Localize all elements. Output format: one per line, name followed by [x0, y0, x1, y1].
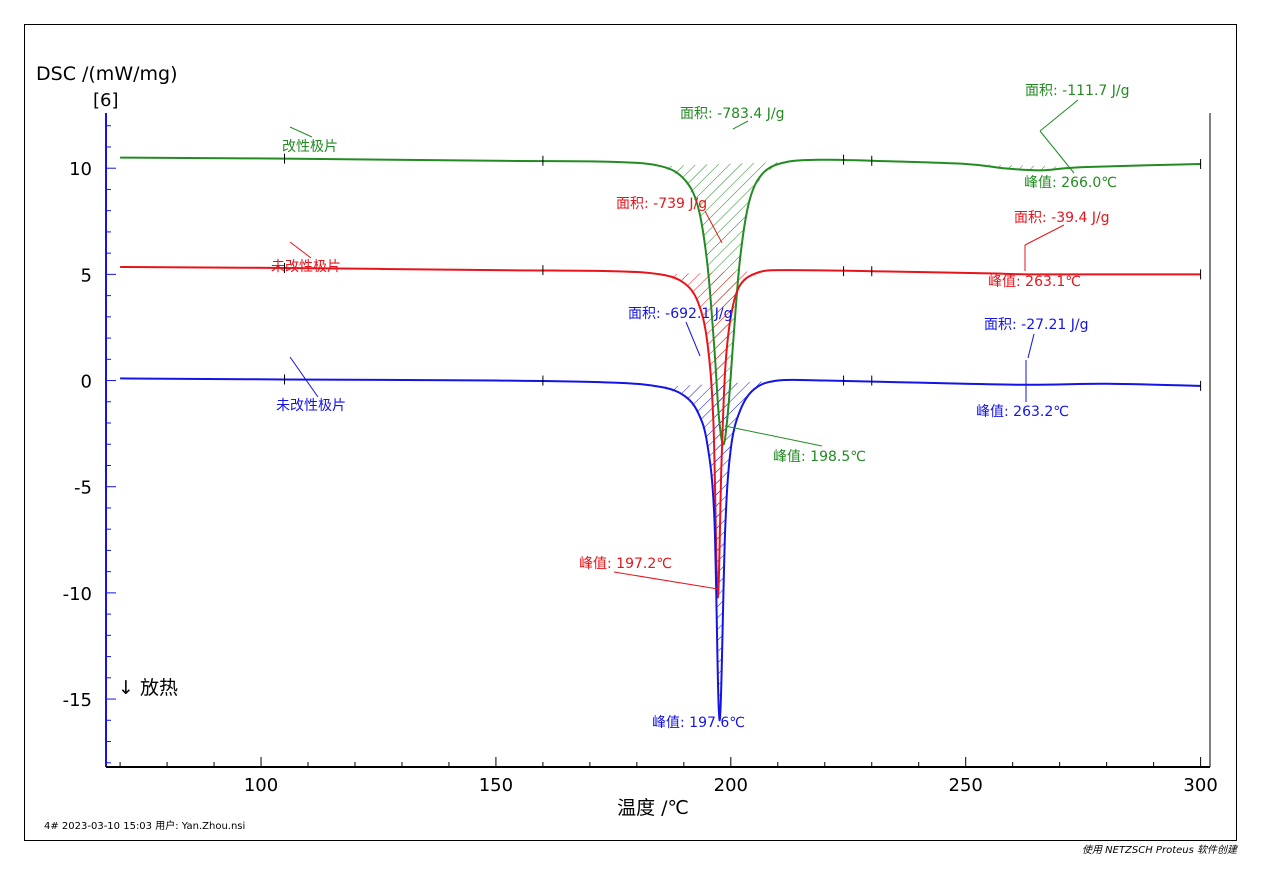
x-axis-label: 温度 /℃ [617, 797, 689, 819]
peak-area-hatching [660, 161, 1107, 721]
y-tick-label--15: -15 [63, 690, 92, 711]
annotation-green-area-second: 面积: -111.7 J/g [1025, 83, 1129, 99]
y-tick-label-5: 5 [81, 265, 92, 286]
annotation-blue-peak-second: 峰值: 263.2℃ [976, 404, 1069, 420]
axis-ticks: 100 150 200 250 300 10 5 0 -5 -10 -15 [63, 125, 1218, 796]
x-tick-label-100: 100 [244, 775, 278, 796]
dsc-curve-0 [120, 156, 1201, 446]
annotation-leader-lines [289, 99, 1079, 590]
y-axis-label: DSC /(mW/mg) [36, 63, 178, 85]
x-tick-label-150: 150 [479, 775, 513, 796]
annotation-blue-peak-main: 峰值: 197.6℃ [652, 715, 745, 731]
x-tick-label-200: 200 [714, 775, 748, 796]
annotation-red-area-main: 面积: -739 J/g [616, 196, 707, 212]
x-tick-label-250: 250 [949, 775, 983, 796]
exotherm-direction-note: ↓ 放热 [118, 677, 178, 699]
annotation-blue-area-main: 面积: -692.1 J/g [628, 306, 732, 322]
annotation-green-peak-main: 峰值: 198.5℃ [773, 449, 866, 465]
series-label-unmodified-red: 未改性极片 [271, 259, 341, 275]
annotation-blue-area-second: 面积: -27.21 J/g [984, 317, 1088, 333]
annotation-green-area-main: 面积: -783.4 J/g [680, 106, 784, 122]
dsc-curve-2 [120, 377, 1201, 722]
x-tick-label-300: 300 [1183, 775, 1217, 796]
annotation-red-peak-main: 峰值: 197.2℃ [579, 556, 672, 572]
footer-run-info: 4# 2023-03-10 15:03 用户: Yan.Zhou.nsi [44, 821, 246, 832]
y-tick-label-0: 0 [81, 372, 92, 393]
y-tick-label-10: 10 [69, 159, 92, 180]
chart-frame [24, 24, 1237, 841]
series-label-modified: 改性极片 [282, 139, 338, 155]
series-label-unmodified-blue: 未改性极片 [276, 398, 346, 414]
annotation-red-peak-second: 峰值: 263.1℃ [988, 274, 1081, 290]
annotation-red-area-second: 面积: -39.4 J/g [1014, 210, 1110, 226]
y-tick-label--10: -10 [63, 584, 92, 605]
footer-software-note: 使用 NETZSCH Proteus 软件创建 [1081, 845, 1237, 856]
y-tick-label--5: -5 [74, 478, 92, 499]
peak-hatch-1 [660, 270, 788, 598]
y-axis-tag: [6] [93, 90, 119, 111]
dsc-curves [120, 153, 1202, 722]
dsc-curve-1 [120, 265, 1201, 599]
annotation-green-peak-second: 峰值: 266.0℃ [1024, 175, 1117, 191]
